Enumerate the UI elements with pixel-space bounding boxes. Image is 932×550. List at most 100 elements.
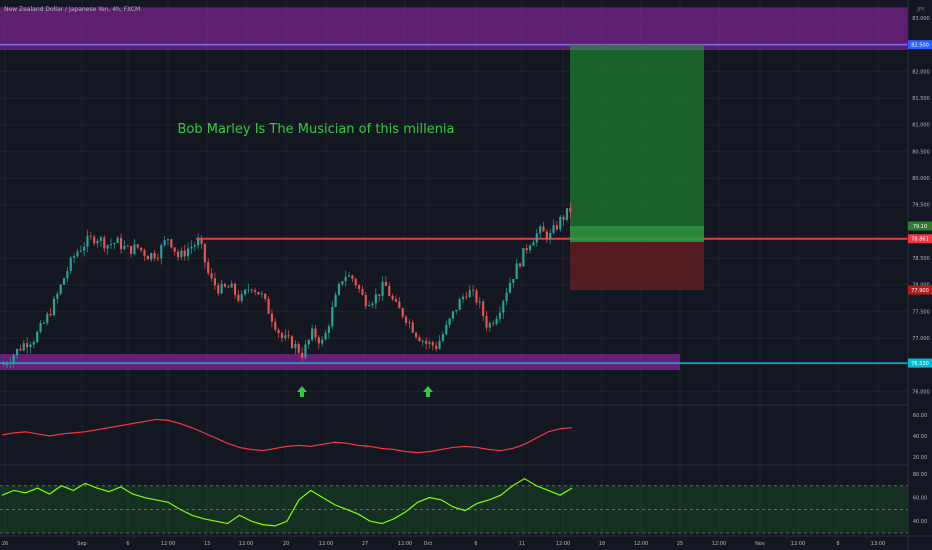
upper-supply-zone[interactable] [0,7,908,51]
candle-body-0 [2,364,5,366]
candle-body-36 [123,245,126,250]
candle-body-26 [89,235,92,237]
time-tick-3: 12:00 [161,541,175,547]
candle-body-161 [542,226,545,232]
candlestick-series [2,202,572,369]
candle-body-116 [391,295,394,300]
candle-body-121 [408,322,411,324]
candle-body-61 [207,262,210,274]
rsi-tick-0: 80.00 [913,472,927,478]
time-tick-10: Oct [424,541,433,547]
candle-body-129 [435,345,438,349]
candle-body-28 [96,240,99,244]
price-axis[interactable]: JPY 83.000 82.000 81.500 81.000 80.500 80.000… [907,0,932,550]
candle-body-38 [130,246,133,254]
candle-body-148 [498,312,501,319]
candle-body-13 [46,313,49,323]
candle-body-29 [99,237,102,241]
candle-body-66 [223,283,227,287]
candle-body-142 [478,301,481,303]
candle-body-150 [505,292,508,302]
candle-body-106 [358,285,361,290]
candle-body-104 [351,275,354,279]
candle-body-22 [76,251,79,257]
candle-body-17 [59,284,62,294]
time-tick-11: 6 [474,541,477,547]
candle-body-45 [153,253,156,259]
candle-body-100 [337,284,341,295]
price-tick-7: 78.500 [912,256,930,262]
candle-body-25 [86,235,89,247]
symbol-title[interactable]: New Zealand Dollar / Japanese Yen, 4h, F… [4,6,140,13]
time-tick-5: 12:00 [239,541,253,547]
candle-body-87 [294,344,297,349]
candle-body-130 [438,340,441,349]
candle-body-71 [240,294,243,301]
candle-body-105 [354,278,357,286]
buy-arrows [297,386,433,397]
price-tick-2: 81.500 [912,96,930,102]
position-current-band [570,226,704,242]
candle-body-53 [180,250,183,258]
candle-body-23 [79,250,82,252]
candle-body-115 [388,285,391,296]
candle-body-42 [143,250,146,256]
candle-body-12 [42,322,45,324]
rsi-tick-1: 60.00 [913,496,927,502]
candle-body-96 [324,332,327,340]
candle-body-132 [445,324,448,335]
candle-body-55 [187,248,190,257]
candle-body-82 [277,329,280,334]
time-tick-8: 27 [362,541,368,547]
support-demand-zone[interactable] [0,354,680,370]
candle-body-135 [455,309,458,312]
candle-body-157 [529,245,532,251]
price-tick-labels: 83.000 82.000 81.500 81.000 80.500 80.000 79.5… [912,16,930,525]
candle-body-14 [49,313,52,316]
price-label-3: 77.900 [911,288,929,294]
candle-body-164 [552,225,555,233]
time-axis[interactable]: 26 Sep 6 12:00 13 12:00 20 12:00 27 12:00 Oct 6 11 12… [0,535,932,547]
price-label-2: 78.861 [911,237,929,243]
candle-body-67 [227,286,230,288]
candle-body-123 [415,332,418,338]
long-position-tool[interactable] [570,44,704,290]
candle-body-147 [495,318,498,324]
candle-body-149 [502,301,505,313]
candle-body-118 [398,301,401,309]
candle-body-85 [287,335,290,337]
candle-body-35 [119,237,123,250]
candle-body-95 [321,339,324,344]
candle-body-84 [284,335,287,339]
position-target-overlap [570,44,704,50]
candle-body-75 [254,290,257,292]
price-label-bg-2 [908,234,932,244]
candle-body-139 [468,290,471,298]
time-tick-2: 6 [126,541,129,547]
chart-annotation[interactable]: Bob Marley Is The Musician of this mille… [177,122,454,137]
candle-body-125 [421,340,424,342]
price-tick-3: 81.000 [912,123,930,129]
time-tick-16: 25 [677,541,683,547]
candle-body-108 [364,294,367,307]
price-tick-9: 77.500 [912,309,930,315]
candle-body-80 [270,313,273,322]
candle-body-62 [210,273,213,279]
candle-body-140 [472,290,475,291]
price-tick-0: 83.000 [912,16,930,22]
candle-body-101 [341,281,344,285]
candle-body-21 [73,256,76,258]
position-target-area[interactable] [570,44,704,226]
candle-body-83 [280,333,284,339]
buy-arrow-0 [297,386,307,397]
candle-body-49 [166,239,170,241]
candle-body-146 [492,323,495,325]
price-label-bg-0 [908,40,932,50]
candle-body-58 [197,239,200,246]
position-stop-area[interactable] [570,242,704,290]
candle-body-124 [418,337,421,341]
candle-body-69 [233,283,237,295]
candle-body-119 [401,308,404,317]
